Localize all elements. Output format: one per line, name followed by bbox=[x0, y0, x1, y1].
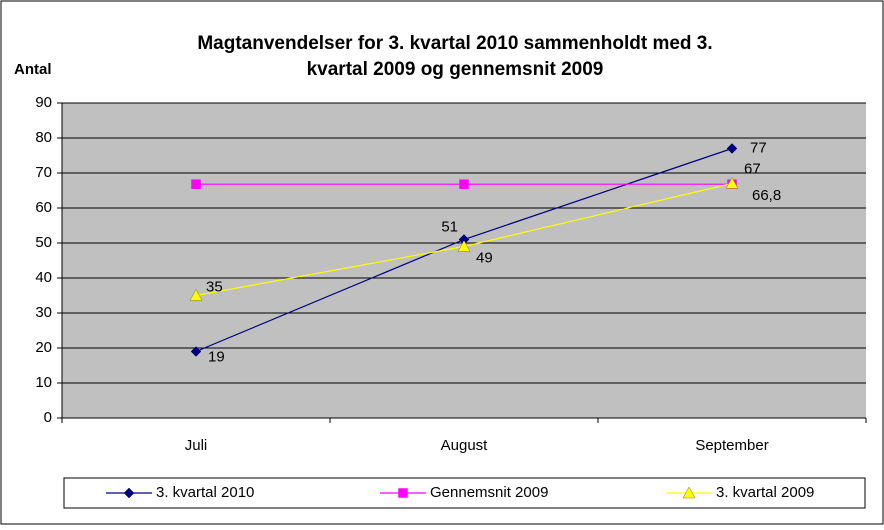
data-label: 35 bbox=[206, 278, 223, 295]
y-tick-label: 0 bbox=[44, 409, 52, 426]
y-tick-label: 80 bbox=[35, 129, 52, 146]
marker bbox=[682, 486, 696, 499]
chart-title: kvartal 2009 og gennemsnit 2009 bbox=[307, 59, 604, 80]
marker bbox=[457, 239, 471, 252]
plot-area bbox=[62, 103, 866, 418]
legend-label: 3. kvartal 2010 bbox=[156, 484, 254, 501]
legend-box bbox=[63, 477, 866, 509]
legend-label: Gennemsnit 2009 bbox=[430, 484, 548, 501]
y-tick-label: 90 bbox=[35, 94, 52, 111]
y-tick-label: 70 bbox=[35, 164, 52, 181]
marker bbox=[191, 179, 201, 189]
marker bbox=[123, 487, 135, 499]
data-label: 49 bbox=[476, 249, 493, 266]
chart-title: Magtanvendelser for 3. kvartal 2010 samm… bbox=[197, 33, 712, 54]
y-tick-label: 30 bbox=[35, 304, 52, 321]
legend-label: 3. kvartal 2009 bbox=[716, 484, 814, 501]
marker bbox=[398, 488, 408, 498]
marker bbox=[726, 143, 738, 154]
y-axis-label: Antal bbox=[14, 61, 52, 78]
marker bbox=[189, 288, 203, 301]
data-label: 77 bbox=[750, 139, 767, 156]
x-tick-label: August bbox=[441, 437, 489, 454]
x-tick-label: September bbox=[695, 437, 768, 454]
marker bbox=[725, 176, 739, 189]
data-label: 66,8 bbox=[752, 187, 781, 204]
data-label: 67 bbox=[744, 160, 761, 177]
y-tick-label: 20 bbox=[35, 339, 52, 356]
marker bbox=[190, 346, 202, 357]
y-tick-label: 10 bbox=[35, 374, 52, 391]
data-label: 19 bbox=[208, 348, 225, 365]
y-tick-label: 40 bbox=[35, 269, 52, 286]
x-tick-label: Juli bbox=[185, 437, 208, 454]
y-tick-label: 60 bbox=[35, 199, 52, 216]
y-tick-label: 50 bbox=[35, 234, 52, 251]
data-label: 51 bbox=[441, 218, 458, 235]
marker bbox=[459, 179, 469, 189]
